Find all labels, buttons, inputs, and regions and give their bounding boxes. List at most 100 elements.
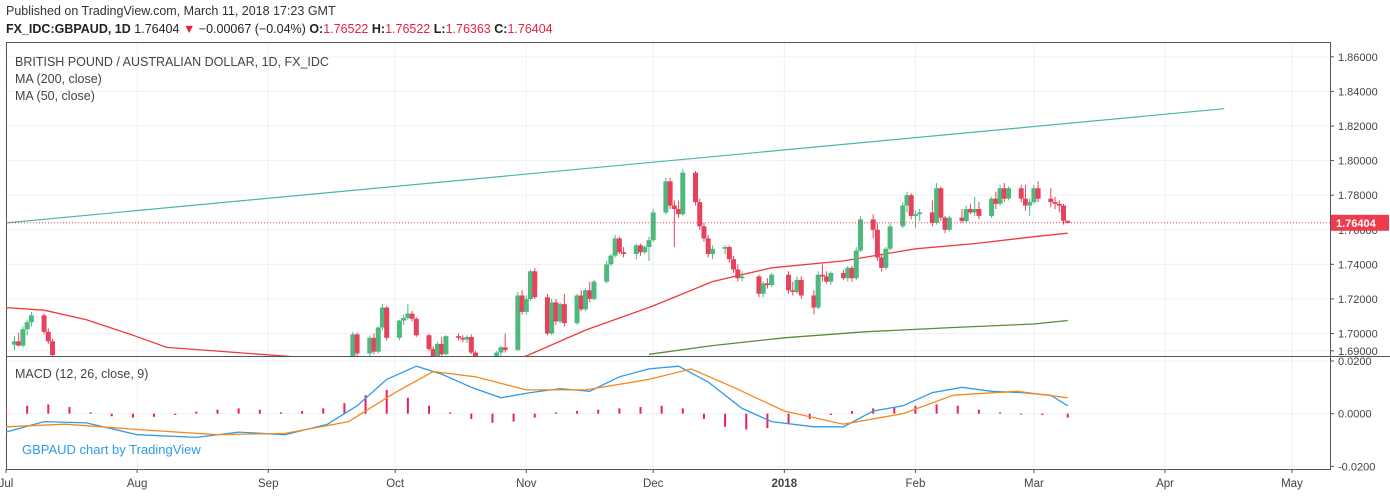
close-label: C: — [494, 22, 508, 36]
price-pane[interactable] — [6, 108, 1330, 370]
histogram-bar — [576, 411, 579, 414]
candle-body — [963, 209, 969, 222]
histogram-bar — [6, 408, 7, 414]
histogram-bar — [174, 413, 177, 415]
last-price: 1.76404 — [134, 22, 180, 36]
y-tick-label: 1.74000 — [1338, 259, 1378, 271]
candle-body — [616, 238, 622, 253]
candle-body — [638, 245, 644, 253]
histogram-bar — [47, 404, 50, 414]
histogram-bar — [533, 413, 536, 418]
histogram-bar — [237, 408, 240, 414]
candle-body — [900, 205, 906, 227]
candle-body — [604, 264, 610, 282]
candle-body — [532, 271, 538, 298]
candle-body — [587, 290, 593, 299]
candle-body — [815, 274, 821, 308]
y-tick-label: 1.84000 — [1338, 86, 1378, 98]
candle-body — [663, 181, 669, 213]
candle-body — [443, 336, 449, 355]
candle-body — [845, 267, 851, 279]
histogram-bar — [301, 411, 304, 414]
macd-axis: 0.0200 0.0000 -0.0200 — [1330, 356, 1375, 473]
candle-body — [709, 248, 715, 254]
histogram-bar — [1066, 413, 1069, 418]
candle-body — [667, 181, 673, 206]
y-tick-label: 1.82000 — [1338, 121, 1378, 133]
candle-body — [1001, 188, 1007, 199]
candle-body — [692, 172, 698, 203]
y-tick-label: 1.69000 — [1338, 346, 1378, 358]
candle-body — [473, 352, 479, 356]
macd-pane[interactable] — [5, 365, 1069, 439]
price-axis: 1.860001.840001.820001.800001.780001.760… — [1330, 52, 1389, 358]
x-tick-label: 2018 — [772, 478, 798, 490]
x-tick-label: Nov — [516, 478, 537, 490]
candle-body — [350, 334, 356, 356]
y-tick-label: 1.72000 — [1338, 294, 1378, 306]
histogram-bar — [618, 408, 621, 414]
candle-body — [1056, 203, 1062, 206]
candle-body — [841, 272, 847, 279]
candle-body — [494, 352, 500, 356]
histogram-bar — [131, 413, 134, 418]
candle-body — [28, 315, 34, 323]
candle-body — [498, 347, 504, 353]
histogram-bar — [153, 413, 156, 417]
candle-body — [409, 313, 415, 319]
candle-body — [650, 212, 656, 241]
y-tick-label: 1.70000 — [1338, 329, 1378, 341]
symbol-label: FX_IDC:GBPAUD, 1D — [6, 22, 131, 36]
histogram-bar — [681, 408, 684, 414]
candle-body — [367, 337, 373, 354]
candle-body — [904, 195, 910, 206]
candle-body — [379, 307, 385, 328]
last-price-label: 1.76404 — [1336, 218, 1377, 230]
candle-body — [764, 283, 770, 286]
candle-body — [11, 341, 17, 345]
candle-body — [578, 295, 584, 310]
candle-body — [997, 188, 1003, 204]
candle-body — [1052, 202, 1058, 204]
low-label: L: — [433, 22, 446, 36]
histogram-bar — [766, 413, 769, 429]
candle-body — [739, 276, 745, 279]
candle-body — [50, 341, 56, 356]
histogram-bar — [385, 389, 388, 414]
candle-body — [853, 250, 859, 279]
macd-line — [6, 365, 1069, 439]
candle-body — [45, 331, 51, 342]
histogram-bar — [660, 405, 663, 414]
watermark[interactable]: GBPAUD chart by TradingView — [22, 442, 201, 457]
candle-body — [756, 276, 762, 294]
candle-body — [434, 343, 440, 356]
histogram-bar — [639, 407, 642, 414]
grid — [5, 43, 1330, 469]
histogram-bar — [26, 405, 29, 414]
candle-body — [731, 259, 737, 270]
x-tick-label: Mar — [1024, 478, 1044, 490]
histogram-bar — [745, 413, 748, 430]
x-tick-label: May — [1281, 478, 1303, 490]
candle-body — [405, 313, 411, 318]
candle-body — [519, 295, 525, 312]
candle-body — [735, 269, 741, 279]
histogram-bar — [999, 412, 1002, 414]
candle-body — [857, 219, 863, 251]
ohlc-line: FX_IDC:GBPAUD, 1D 1.76404 ▼ −0.00067 (−0… — [6, 22, 553, 36]
candle-body — [798, 279, 804, 296]
candle-body — [790, 290, 796, 293]
candle-body — [460, 337, 466, 340]
candle-body — [646, 240, 652, 248]
candle-body — [523, 298, 529, 312]
candle-body — [642, 247, 648, 253]
ma50-legend: MA (50, close) — [15, 89, 95, 103]
signal-line — [6, 368, 1068, 436]
open-label: O: — [309, 22, 324, 36]
histogram-bar — [110, 413, 113, 417]
histogram-bar — [449, 412, 452, 414]
time-axis: Jul Aug Sep Oct Nov Dec 2018 Feb Mar Apr May — [0, 469, 1303, 490]
histogram-bar — [216, 409, 219, 414]
down-arrow-icon: ▼ — [182, 22, 196, 36]
